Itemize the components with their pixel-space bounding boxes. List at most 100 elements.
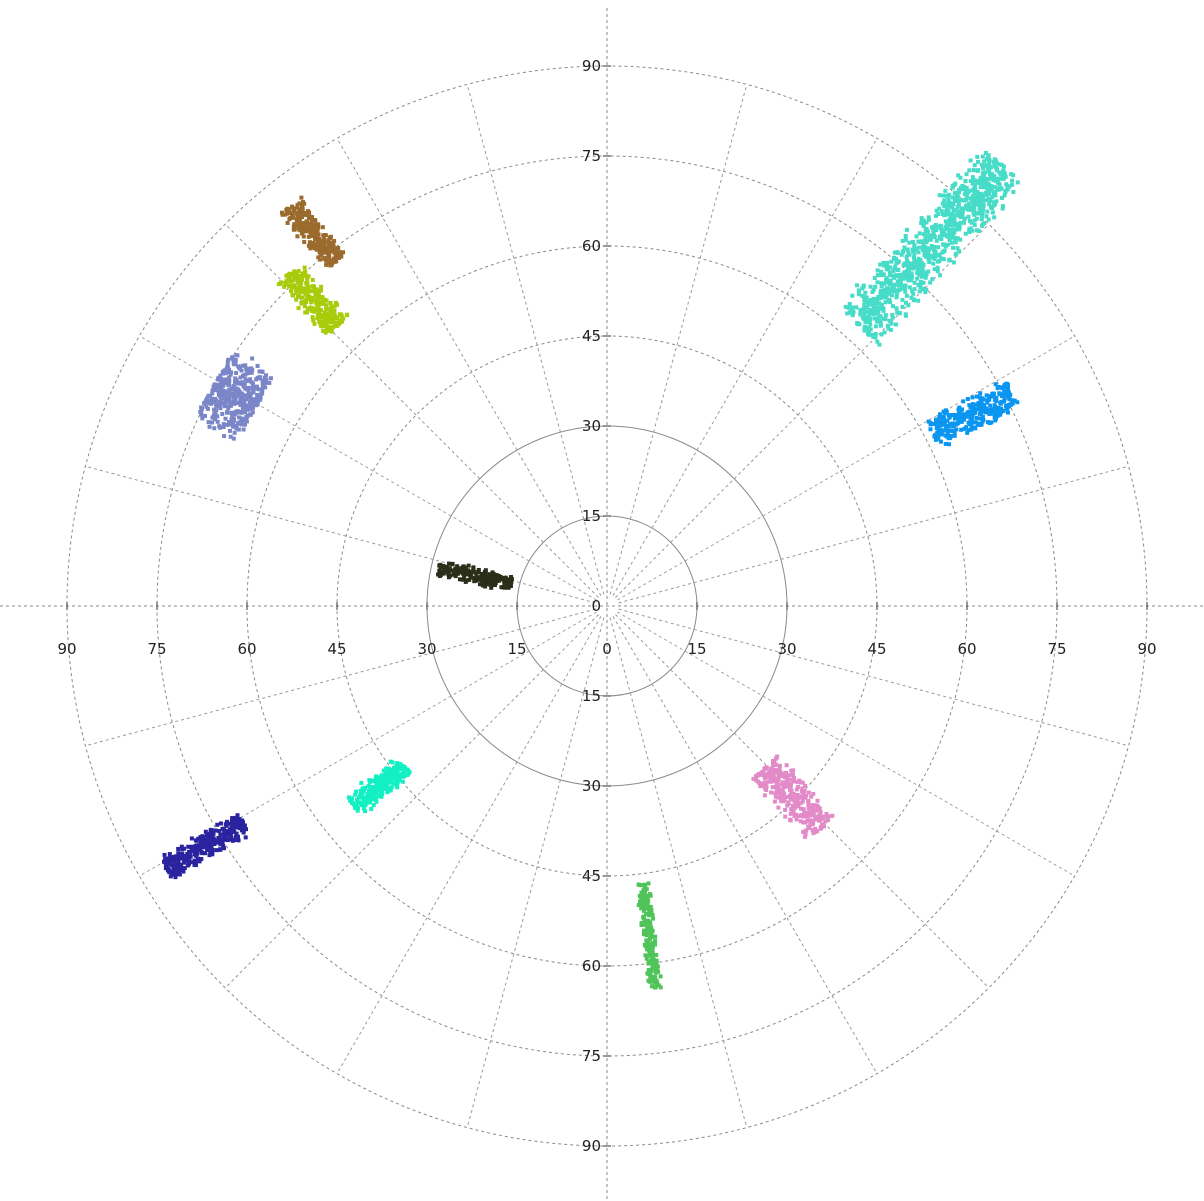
grid-spoke-300: [612, 616, 878, 1074]
scatter-point: [213, 417, 218, 422]
scatter-point: [878, 288, 883, 293]
scatter-point: [948, 428, 953, 433]
scatter-point: [850, 293, 855, 298]
scatter-point: [965, 430, 970, 435]
scatter-point: [912, 252, 917, 257]
scatter-point: [233, 390, 238, 395]
scatter-point: [290, 212, 295, 217]
scatter-point: [907, 240, 912, 245]
scatter-point: [233, 822, 238, 827]
scatter-point: [963, 231, 968, 236]
scatter-point: [1015, 400, 1020, 405]
scatter-point: [250, 410, 255, 415]
scatter-point: [243, 363, 248, 368]
scatter-point: [964, 172, 969, 177]
scatter-point: [365, 792, 370, 797]
scatter-point: [988, 403, 993, 408]
scatter-point: [213, 828, 218, 833]
scatter-point: [773, 762, 778, 767]
scatter-point: [331, 315, 336, 320]
scatter-point: [242, 417, 247, 422]
scatter-point: [437, 568, 442, 573]
scatter-point: [323, 316, 328, 321]
scatter-point: [255, 363, 260, 368]
scatter-point: [754, 773, 759, 778]
scatter-point: [295, 280, 300, 285]
scatter-point: [972, 212, 977, 217]
scatter-point: [823, 819, 828, 824]
scatter-point: [240, 374, 245, 379]
scatter-point: [227, 422, 232, 427]
scatter-point: [304, 223, 309, 228]
scatter-point: [875, 268, 880, 273]
scatter-point: [888, 300, 893, 305]
scatter-point: [359, 791, 364, 796]
scatter-point: [192, 862, 197, 867]
scatter-point: [351, 802, 356, 807]
scatter-point: [318, 288, 323, 293]
scatter-point: [904, 227, 909, 232]
scatter-point: [223, 389, 228, 394]
scatter-point: [317, 315, 322, 320]
scatter-point: [372, 795, 377, 800]
scatter-point: [300, 289, 305, 294]
scatter-point: [910, 289, 915, 294]
scatter-point: [305, 306, 310, 311]
scatter-point: [306, 274, 311, 279]
scatter-point: [236, 427, 241, 432]
scatter-point: [993, 418, 998, 423]
scatter-point: [790, 772, 795, 777]
scatter-point: [973, 425, 978, 430]
scatter-point: [816, 804, 821, 809]
scatter-point: [948, 216, 953, 221]
scatter-point: [466, 563, 471, 568]
scatter-point: [468, 570, 473, 575]
scatter-point: [811, 808, 816, 813]
scatter-point: [884, 289, 889, 294]
scatter-point: [928, 255, 933, 260]
scatter-point: [923, 227, 928, 232]
scatter-point: [324, 298, 329, 303]
scatter-point: [937, 252, 942, 257]
scatter-point: [212, 426, 217, 431]
scatter-point: [973, 196, 978, 201]
scatter-point: [804, 793, 809, 798]
scatter-point: [903, 261, 908, 266]
scatter-point: [890, 304, 895, 309]
scatter-point: [447, 566, 452, 571]
scatter-point: [472, 579, 477, 584]
scatter-point: [926, 255, 931, 260]
scatter-point: [650, 912, 655, 917]
scatter-point: [849, 311, 854, 316]
scatter-point: [862, 324, 867, 329]
scatter-point: [453, 569, 458, 574]
scatter-point: [190, 846, 195, 851]
scatter-point: [264, 373, 269, 378]
scatter-point: [167, 852, 172, 857]
scatter-point: [798, 806, 803, 811]
scatter-point: [233, 838, 238, 843]
scatter-point: [931, 232, 936, 237]
scatter-point: [879, 332, 884, 337]
scatter-point: [944, 193, 949, 198]
scatter-point: [894, 293, 899, 298]
scatter-point: [936, 245, 941, 250]
scatter-point: [878, 273, 883, 278]
scatter-series-8: [162, 813, 249, 880]
scatter-point: [653, 980, 658, 985]
scatter-point: [245, 414, 250, 419]
scatter-point: [946, 424, 951, 429]
scatter-point: [890, 315, 895, 320]
scatter-point: [389, 774, 394, 779]
scatter-point: [328, 300, 333, 305]
scatter-point: [300, 215, 305, 220]
scatter-point: [1007, 397, 1012, 402]
scatter-point: [407, 769, 412, 774]
scatter-point: [949, 240, 954, 245]
scatter-point: [652, 985, 657, 990]
scatter-point: [234, 815, 239, 820]
scatter-point: [769, 779, 774, 784]
scatter-series-9: [751, 754, 835, 839]
scatter-point: [254, 384, 259, 389]
